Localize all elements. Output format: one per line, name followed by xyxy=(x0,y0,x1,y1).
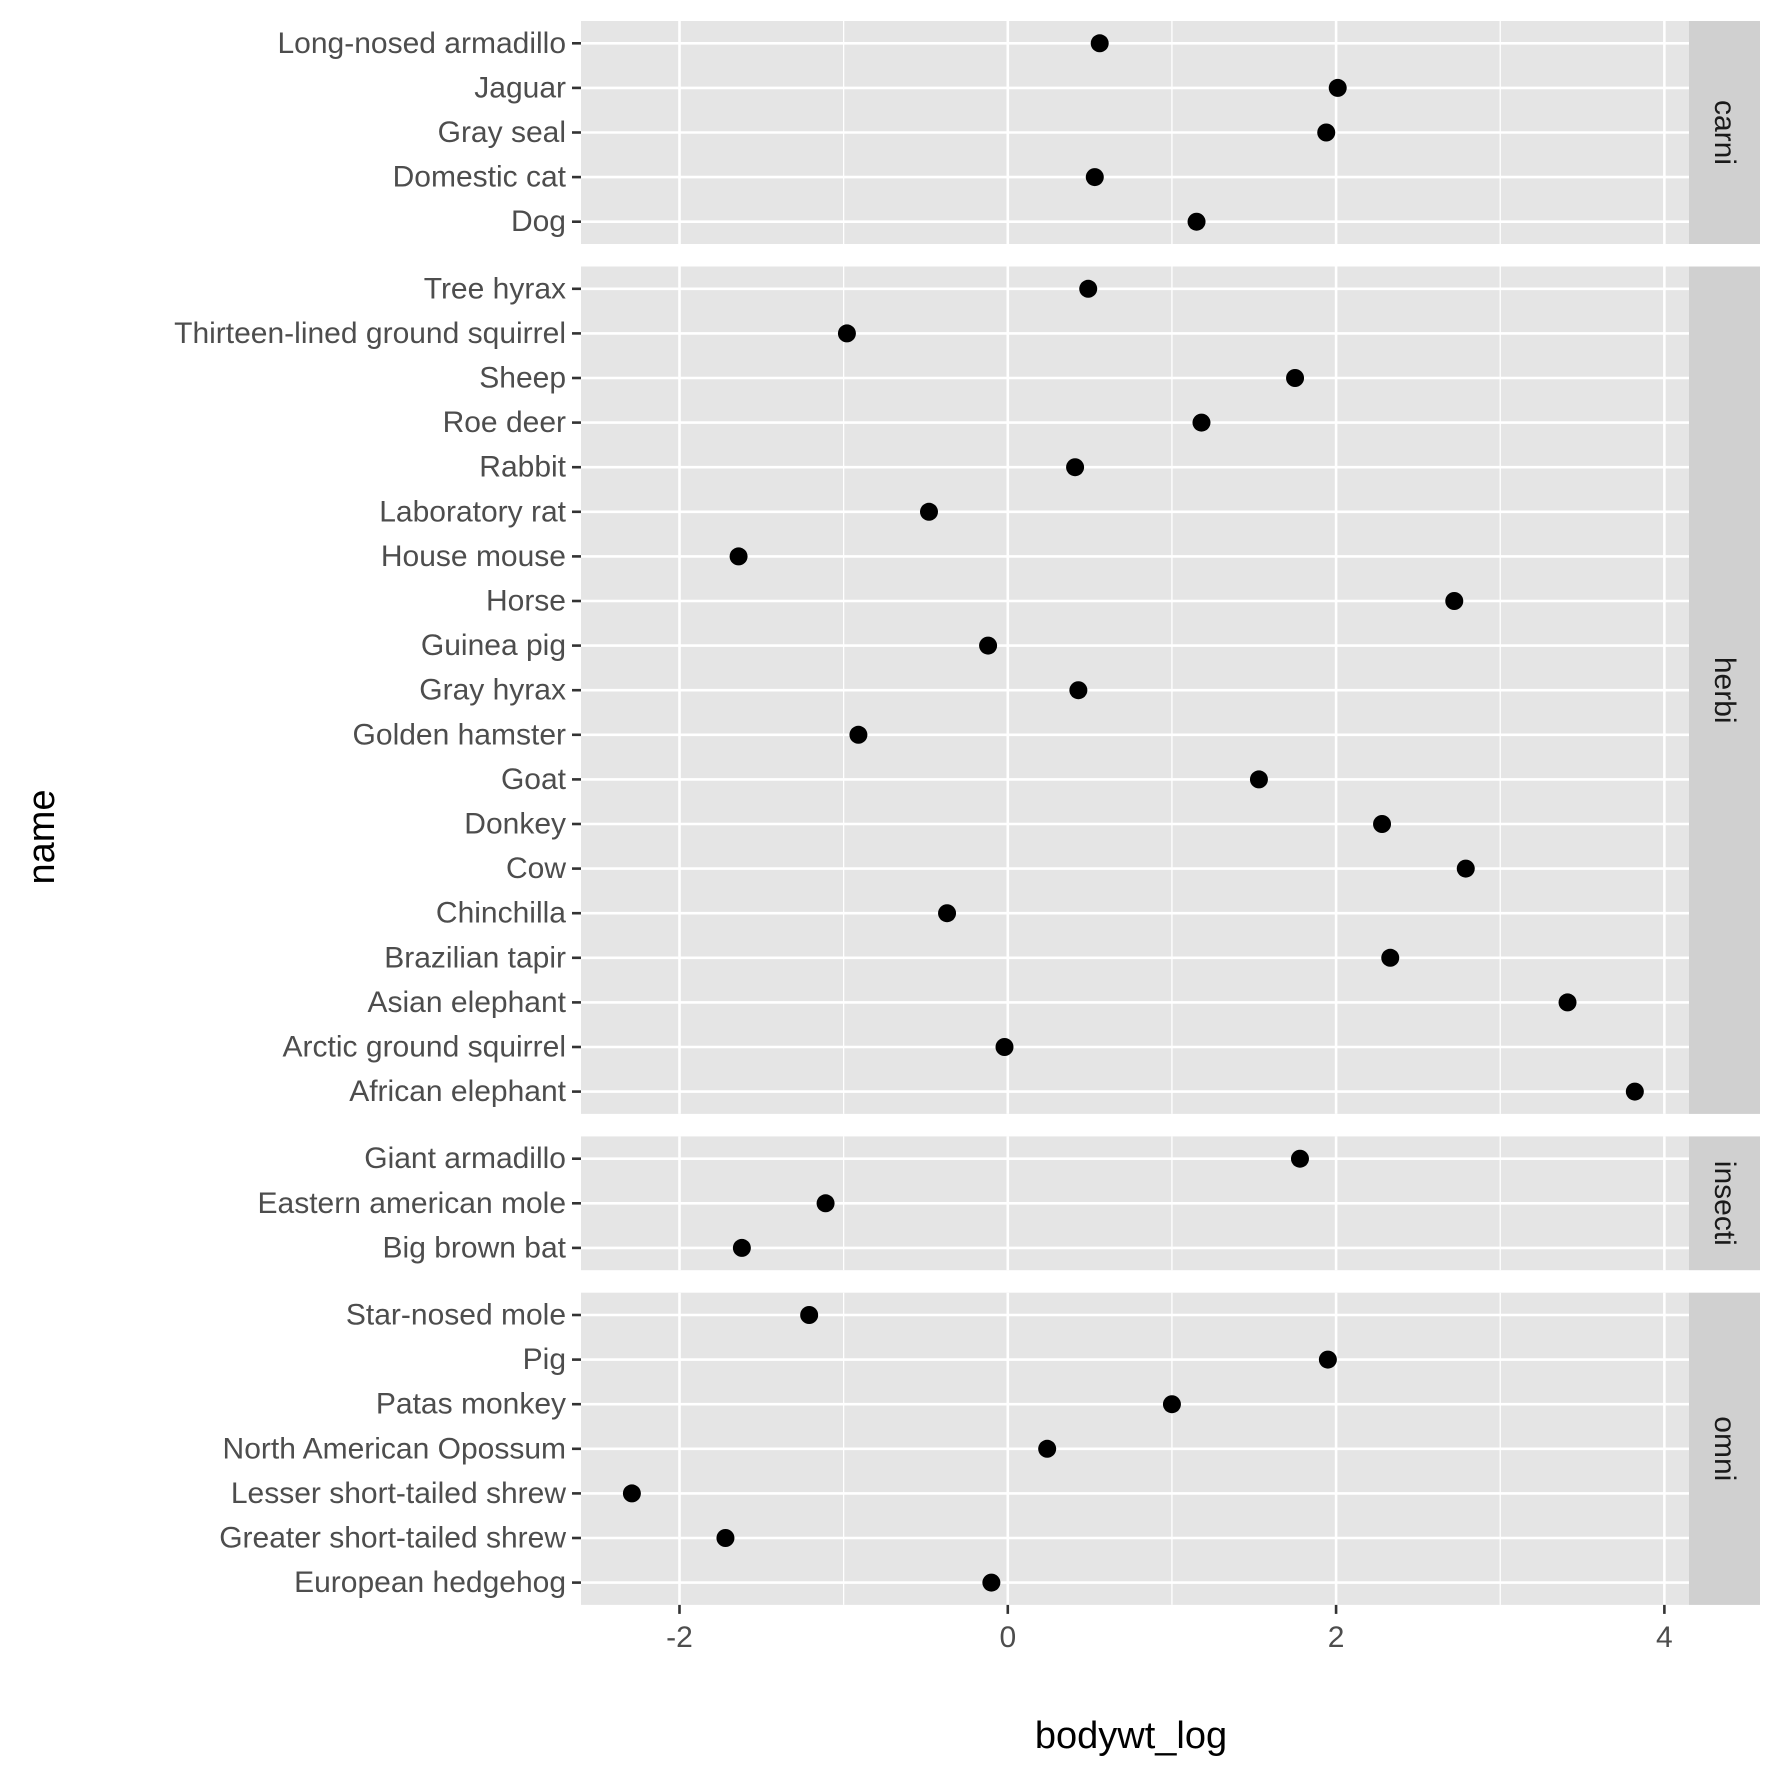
x-tick-label: 4 xyxy=(1656,1621,1673,1654)
data-point xyxy=(1445,592,1464,610)
data-point xyxy=(622,1484,641,1503)
x-tick-label: 2 xyxy=(1328,1621,1345,1654)
data-point xyxy=(1249,770,1268,789)
y-tick-label: Domestic cat xyxy=(393,161,567,194)
data-point xyxy=(982,1573,1001,1592)
y-tick-label: Cow xyxy=(506,852,566,885)
data-point xyxy=(1066,458,1085,477)
y-tick-label: Sheep xyxy=(479,362,566,395)
y-tick-label: Gray hyrax xyxy=(419,674,566,707)
data-point xyxy=(1558,993,1577,1012)
y-tick-label: Golden hamster xyxy=(353,718,566,751)
y-tick-label: Star-nosed mole xyxy=(346,1299,566,1332)
y-tick-label: House mouse xyxy=(381,540,566,573)
data-point xyxy=(1192,413,1211,432)
y-tick-label: Tree hyrax xyxy=(424,272,566,305)
data-point xyxy=(1079,279,1098,298)
y-tick-label: Asian elephant xyxy=(368,986,567,1019)
data-point xyxy=(1085,168,1104,187)
data-point xyxy=(1286,369,1305,387)
data-point xyxy=(1373,815,1392,833)
facet-panel-omni: Star-nosed mole Pig Patas monkey North Amer… xyxy=(219,1292,1760,1605)
data-point xyxy=(1317,123,1336,142)
facet-strip xyxy=(1689,266,1760,1114)
y-tick-label: Brazilian tapir xyxy=(384,941,566,974)
data-point xyxy=(1625,1082,1644,1101)
data-point xyxy=(1038,1439,1057,1458)
facet-strip xyxy=(1689,21,1760,244)
data-point xyxy=(1456,859,1475,878)
y-tick-label: Goat xyxy=(501,763,567,796)
data-point xyxy=(1290,1149,1309,1168)
facet-panel-carni: Long-nosed armadillo Jaguar Gray seal Domes… xyxy=(277,21,1760,244)
y-tick-label: Pig xyxy=(523,1343,566,1376)
data-point xyxy=(1090,34,1109,53)
y-tick-label: Lesser short-tailed shrew xyxy=(231,1477,566,1510)
x-tick-label: -2 xyxy=(666,1621,693,1654)
y-tick-label: Jaguar xyxy=(474,71,566,104)
y-tick-label: Arctic ground squirrel xyxy=(283,1031,566,1064)
y-tick-label: European hedgehog xyxy=(294,1566,566,1599)
y-tick-label: Donkey xyxy=(464,808,566,841)
y-tick-label: Horse xyxy=(486,585,566,618)
data-point xyxy=(716,1529,735,1547)
facet-strip-label: omni xyxy=(1708,1416,1741,1481)
y-tick-label: Patas monkey xyxy=(376,1388,566,1421)
y-tick-label: Long-nosed armadillo xyxy=(277,27,566,60)
facet-strip-label: carni xyxy=(1708,100,1741,165)
data-point xyxy=(1187,212,1206,231)
y-tick-label: Chinchilla xyxy=(436,897,566,930)
y-tick-label: Dog xyxy=(511,205,566,238)
data-point xyxy=(1381,948,1400,967)
y-axis-title: name xyxy=(21,789,63,884)
data-point xyxy=(1328,78,1347,97)
y-tick-label: Big brown bat xyxy=(383,1231,567,1264)
data-point xyxy=(919,502,938,521)
y-tick-label: Rabbit xyxy=(479,451,566,484)
facet-panel-insecti: Giant armadillo Eastern american mole Big … xyxy=(258,1136,1760,1271)
data-point xyxy=(995,1038,1014,1056)
y-tick-label: Thirteen-lined ground squirrel xyxy=(174,317,566,350)
data-point xyxy=(1162,1395,1181,1414)
facet-panel-herbi: Tree hyrax Thirteen-lined ground squirrel… xyxy=(174,266,1760,1114)
data-point xyxy=(979,636,998,655)
data-point xyxy=(729,547,748,566)
y-tick-label: Giant armadillo xyxy=(364,1142,566,1175)
facet-strip xyxy=(1689,1136,1760,1271)
data-point xyxy=(837,324,856,343)
y-tick-label: Gray seal xyxy=(438,116,566,149)
y-tick-label: North American Opossum xyxy=(223,1432,566,1465)
y-tick-label: African elephant xyxy=(349,1075,566,1108)
data-point xyxy=(938,904,957,923)
x-axis-title: bodywt_log xyxy=(1035,1715,1227,1757)
data-point xyxy=(816,1194,835,1213)
facet-strip-label: insecti xyxy=(1708,1161,1741,1246)
facet-strip xyxy=(1689,1292,1760,1605)
data-point xyxy=(1069,681,1088,700)
x-tick-label: 0 xyxy=(999,1621,1016,1654)
data-point xyxy=(732,1238,751,1257)
data-point xyxy=(849,725,868,744)
y-tick-label: Laboratory rat xyxy=(379,495,566,528)
facet-strip-label: herbi xyxy=(1708,657,1741,724)
y-tick-label: Greater short-tailed shrew xyxy=(219,1522,566,1555)
data-point xyxy=(1318,1350,1337,1369)
y-tick-label: Guinea pig xyxy=(421,629,566,662)
y-tick-label: Eastern american mole xyxy=(258,1187,566,1220)
data-point xyxy=(800,1306,819,1324)
y-tick-label: Roe deer xyxy=(443,406,566,439)
